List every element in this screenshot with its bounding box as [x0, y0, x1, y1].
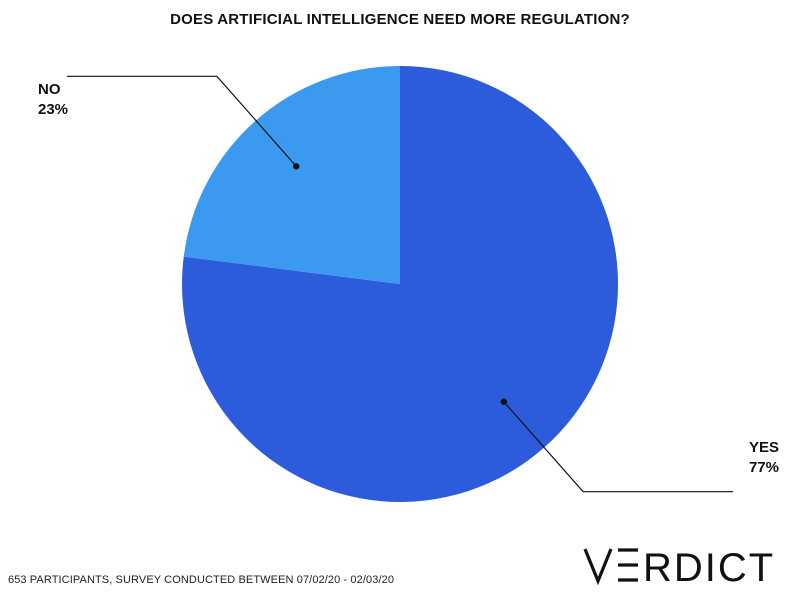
- survey-footnote: 653 PARTICIPANTS, SURVEY CONDUCTED BETWE…: [8, 574, 395, 586]
- chart-title: DOES ARTIFICIAL INTELLIGENCE NEED MORE R…: [170, 11, 630, 28]
- slice-label-no-name: NO: [38, 81, 61, 98]
- pie-slice-no: [183, 66, 400, 284]
- leader-line-yes: [503, 401, 734, 493]
- slice-label-no: NO 23%: [38, 80, 68, 120]
- leader-line-no: [66, 75, 297, 167]
- slice-label-yes-name: YES: [748, 439, 779, 456]
- verdict-logo: RDICT: [583, 546, 775, 587]
- slice-label-yes-value: 77%: [748, 459, 779, 476]
- slice-label-yes: YES 77%: [749, 438, 779, 478]
- svg-text:RDICT: RDICT: [643, 546, 775, 587]
- slice-label-no-value: 23%: [38, 101, 69, 118]
